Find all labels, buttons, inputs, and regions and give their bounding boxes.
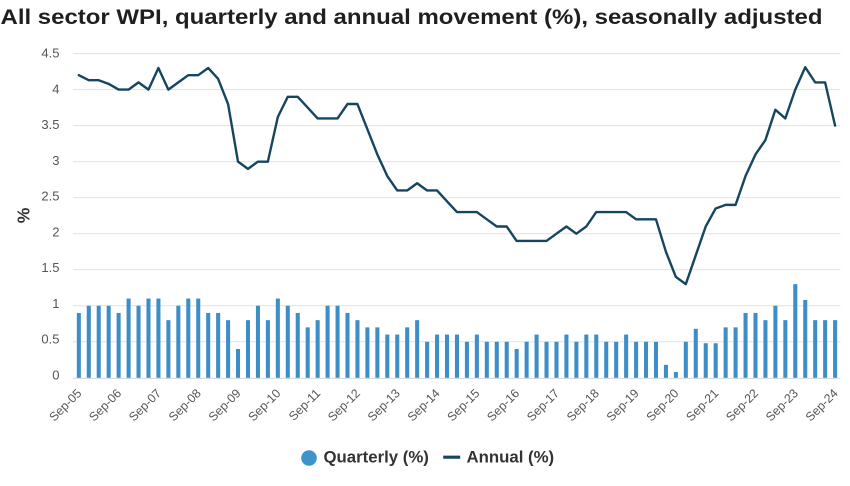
svg-text:3: 3 <box>52 153 59 168</box>
svg-text:Sep-06: Sep-06 <box>86 386 124 424</box>
svg-text:Sep-05: Sep-05 <box>46 386 84 424</box>
svg-text:0.5: 0.5 <box>41 332 59 347</box>
svg-text:0: 0 <box>52 367 59 382</box>
svg-text:Sep-21: Sep-21 <box>683 386 721 424</box>
svg-text:Sep-12: Sep-12 <box>325 386 363 424</box>
svg-text:2.5: 2.5 <box>41 189 59 204</box>
svg-text:Sep-17: Sep-17 <box>524 386 562 424</box>
svg-text:%: % <box>14 207 34 223</box>
svg-text:Sep-19: Sep-19 <box>604 386 642 424</box>
svg-text:Sep-10: Sep-10 <box>245 386 283 424</box>
svg-text:Sep-20: Sep-20 <box>644 386 682 424</box>
svg-text:Quarterly (%): Quarterly (%) <box>324 448 429 467</box>
svg-text:Sep-18: Sep-18 <box>564 386 602 424</box>
svg-text:Sep-07: Sep-07 <box>126 386 164 424</box>
svg-text:Annual (%): Annual (%) <box>467 448 555 467</box>
svg-text:Sep-24: Sep-24 <box>803 386 841 424</box>
svg-text:1.5: 1.5 <box>41 260 59 275</box>
svg-text:2: 2 <box>52 224 59 239</box>
svg-text:3.5: 3.5 <box>41 117 59 132</box>
svg-text:Sep-16: Sep-16 <box>484 386 522 424</box>
svg-text:1: 1 <box>52 296 59 311</box>
svg-text:Sep-09: Sep-09 <box>206 386 244 424</box>
svg-text:4.5: 4.5 <box>41 46 59 61</box>
svg-text:Sep-15: Sep-15 <box>444 386 482 424</box>
svg-text:Sep-22: Sep-22 <box>723 386 761 424</box>
svg-text:Sep-13: Sep-13 <box>365 386 403 424</box>
svg-text:Sep-14: Sep-14 <box>405 386 443 424</box>
svg-text:4: 4 <box>52 81 59 96</box>
svg-text:Sep-23: Sep-23 <box>763 386 801 424</box>
svg-text:All sector WPI, quarterly and: All sector WPI, quarterly and annual mov… <box>1 4 823 29</box>
svg-text:Sep-08: Sep-08 <box>166 386 204 424</box>
svg-text:Sep-11: Sep-11 <box>286 386 323 423</box>
